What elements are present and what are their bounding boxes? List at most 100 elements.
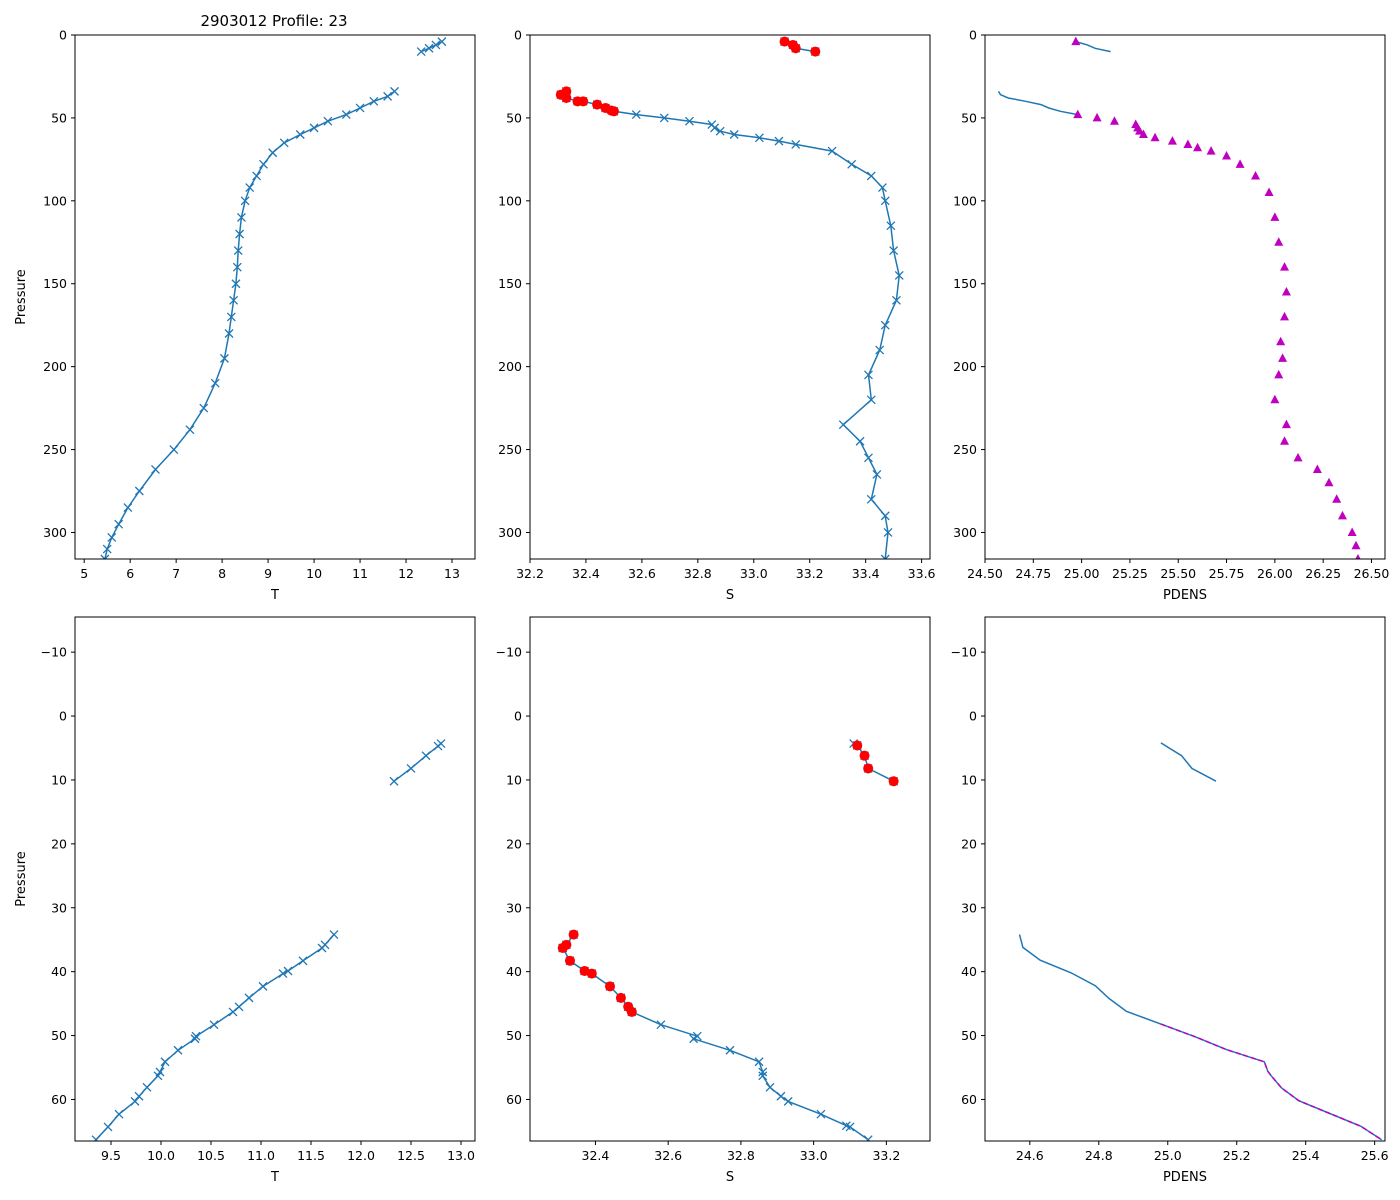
flagged-point-marker [852,740,863,751]
data-point-x-marker [219,353,229,363]
x-tick-label: 8 [218,566,226,581]
axes-frame [529,34,931,560]
plot-area [985,35,1385,559]
y-tick-label: 40 [506,964,522,979]
y-tick-label: 200 [43,359,67,374]
x-tick-label: 33.2 [796,566,824,581]
data-point-x-marker [355,103,365,113]
plot-area [75,35,475,559]
x-tick-label: 25.25 [1112,566,1148,581]
data-point-x-marker [776,1091,786,1101]
data-point-x-marker [130,1096,140,1106]
data-point-x-marker [875,345,885,355]
series-line-t-upper-segment- [420,40,443,53]
x-axis-label: T [270,588,279,603]
data-point-x-marker [659,113,669,123]
x-tick-label: 11.5 [297,1148,325,1163]
flagged-triangle-marker [1280,262,1290,271]
flagged-point-marker [568,929,579,940]
data-point-x-marker [631,110,641,120]
data-point-x-marker [91,1135,101,1141]
y-tick-label: 100 [498,193,522,208]
flagged-point-marker [608,106,619,117]
y-tick-label: 30 [51,900,67,915]
y-tick-label: 30 [506,900,522,915]
x-tick-label: 25.0 [1154,1148,1182,1163]
x-axis-label: PDENS [1163,1170,1207,1185]
x-tick-label: 24.8 [1085,1148,1113,1163]
data-point-x-marker [725,1045,735,1055]
flagged-triangle-marker [1337,510,1347,520]
x-axis-label: S [726,588,734,603]
subplot-top-salinity: 32.2 32.4 32.6 32.8 33.0 33.2 33.4 33.6 0 50 100 15… [498,28,935,604]
y-tick-label: 0 [969,28,977,43]
flagged-triangle-marker [1351,540,1361,550]
y-tick-label: 50 [506,110,522,125]
flagged-triangle-marker [1109,116,1119,125]
flagged-point-marker [790,43,801,54]
y-tick-label: 50 [51,1028,67,1043]
x-tick-label: 33.6 [908,566,936,581]
data-point-x-marker [278,969,288,979]
flagged-triangle-marker [1324,477,1334,487]
x-tick-label: 33.2 [872,1148,900,1163]
flagged-point-marker [605,981,615,992]
x-tick-label: 11 [352,566,368,581]
flagged-point-marker [557,943,568,954]
data-point-x-marker [233,246,243,256]
flagged-point-marker [578,96,589,107]
data-point-x-marker [774,136,784,146]
data-point-x-marker [894,270,904,280]
y-tick-label: 50 [961,1028,977,1043]
y-tick-label: 0 [59,709,67,724]
flagged-triangle-marker [1193,142,1203,152]
series-line-pdens [997,91,1078,116]
x-tick-label: 25.50 [1160,566,1196,581]
x-tick-label: 13.0 [447,1148,475,1163]
series-group [555,36,904,559]
data-point-x-marker [268,148,278,158]
data-point-x-marker [684,116,694,126]
data-point-x-marker [891,295,901,305]
y-tick-label: 10 [51,772,67,787]
data-point-x-marker [389,776,399,786]
x-tick-label: 26.25 [1305,566,1341,581]
data-point-x-marker [160,1057,170,1067]
data-point-x-marker [309,123,319,133]
flagged-triangle-marker [1332,494,1342,503]
axes-frame [74,616,476,1142]
flagged-point-marker [586,968,597,979]
y-axis-label: Pressure [14,269,29,325]
x-tick-label: 26.00 [1257,566,1293,581]
series-group [1018,742,1383,1141]
y-tick-label: 250 [953,442,977,457]
subplot-bottom-temperature: 9.5 10.0 10.5 11.0 11.5 12.0 12.5 13.0 −10 0 10 20 3… [14,616,476,1185]
y-tick-label: 250 [43,442,67,457]
data-point-x-marker [827,146,837,156]
x-tick-label: 33.0 [800,1148,828,1163]
data-point-x-marker [880,511,890,521]
data-point-x-marker [209,1020,219,1030]
x-tick-label: 12.0 [347,1148,375,1163]
data-point-x-marker [816,1109,826,1119]
data-point-x-marker [102,544,112,554]
x-tick-label: 32.2 [516,566,544,581]
flagged-triangle-marker [1167,136,1177,145]
x-tick-label: 12.5 [397,1148,425,1163]
flagged-point-marker [615,992,626,1003]
data-point-x-marker [431,40,441,50]
data-point-x-marker [245,183,255,193]
series-group [997,36,1361,559]
series-line-pdens-upper-segment- [1075,40,1111,53]
data-point-x-marker [123,503,133,513]
x-tick-label: 10.5 [197,1148,225,1163]
data-point-x-marker [142,1082,152,1092]
y-tick-label: 10 [961,772,977,787]
series-group [91,739,446,1141]
y-tick-label: 300 [498,525,522,540]
y-tick-label: 150 [43,276,67,291]
data-point-x-marker [880,554,890,559]
x-tick-label: 33.4 [852,566,880,581]
x-tick-label: 32.4 [582,1148,610,1163]
data-point-x-marker [100,554,110,559]
